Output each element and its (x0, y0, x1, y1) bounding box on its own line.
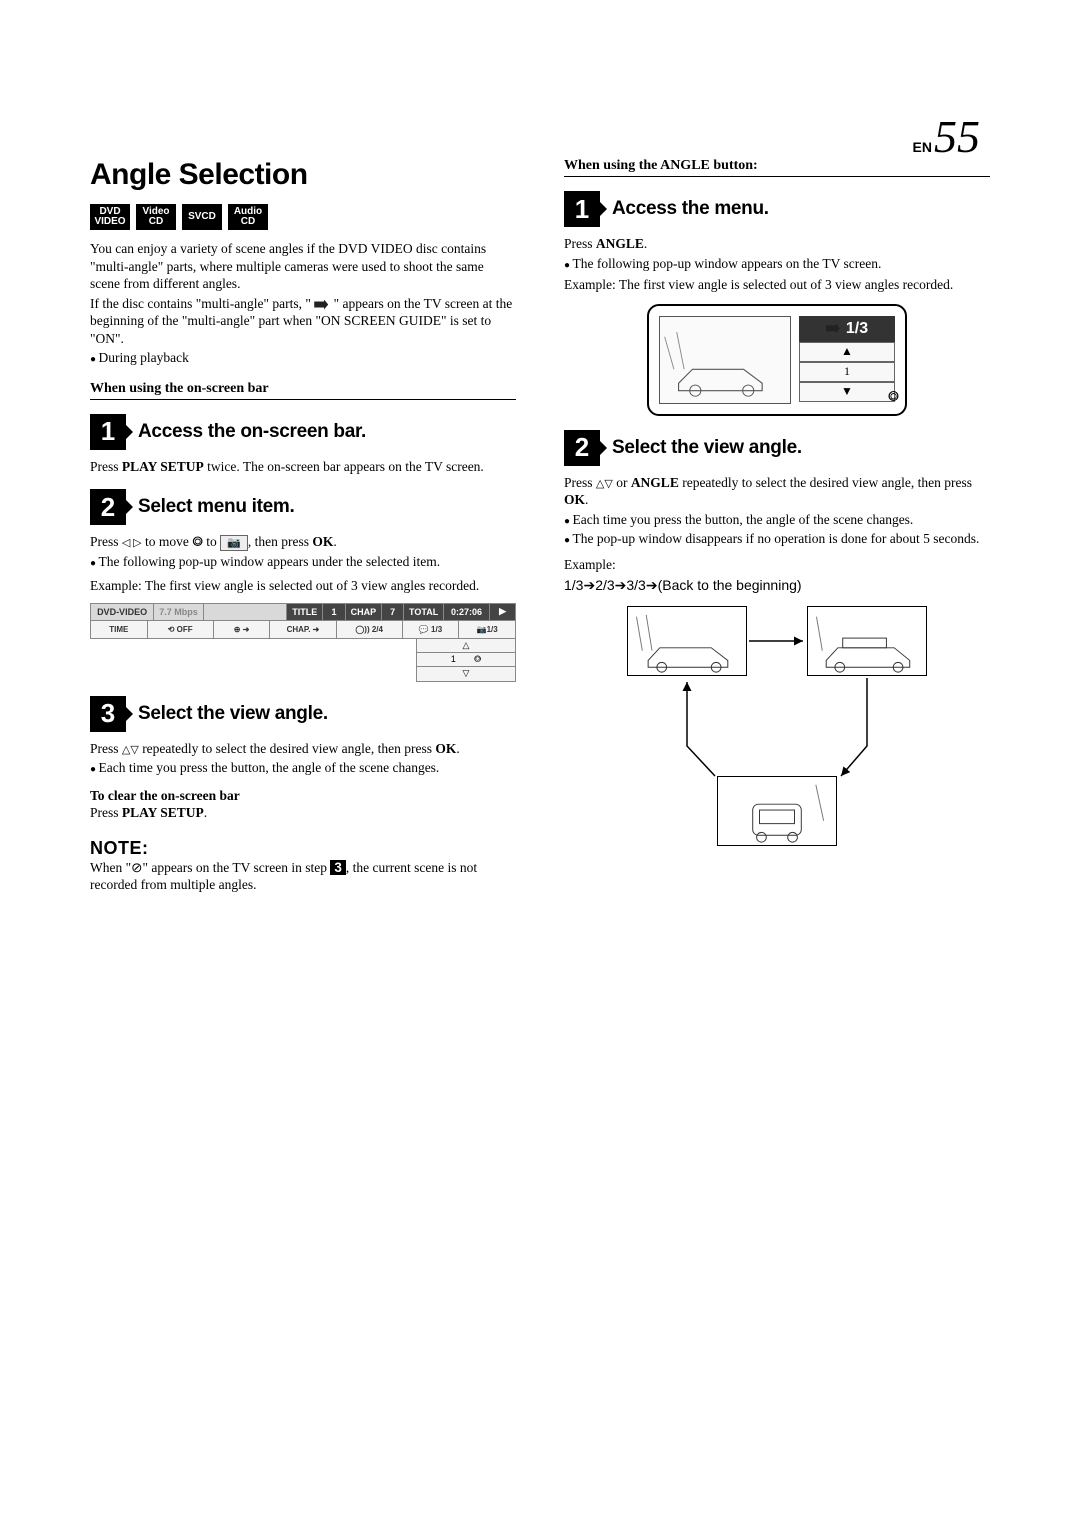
r-step-2-badge: 2 (564, 430, 600, 466)
camera-icon (314, 296, 330, 311)
example-1: Example: The first view angle is selecte… (90, 577, 516, 595)
step-2-body: Press ◁ ▷ to move ⭗ to 📷, then press OK. (90, 533, 516, 551)
car-side-icon (660, 317, 790, 403)
intro-bullet: During playback (90, 349, 516, 367)
page-number: EN55 (913, 110, 980, 163)
step-3-bullet: Each time you press the button, the angl… (90, 759, 516, 777)
r-step-2-bullet1: Each time you press the button, the angl… (564, 511, 990, 529)
tv-scene (659, 316, 791, 404)
camera-box-icon: 📷 (220, 535, 248, 551)
osd-total-val: 0:27:06 (444, 604, 490, 620)
r-step-1-bullet: The following pop-up window appears on t… (564, 255, 990, 273)
r-step-2-title: Select the view angle. (612, 437, 802, 459)
osd-repeat: ⟲ OFF (148, 621, 214, 638)
left-right-triangle-icon: ◁ ▷ (122, 537, 142, 549)
step-3-title: Select the view angle. (138, 703, 328, 725)
osd-popup: △ 1⭗ ▽ (416, 639, 516, 682)
osd-title-val: 1 (323, 604, 346, 620)
cursor-icon: ⭗ (888, 390, 899, 406)
r-step-2-body: Press △▽ or ANGLE repeatedly to select t… (564, 474, 990, 509)
step-1-title: Access the on-screen bar. (138, 421, 366, 443)
angle-down: ▼ (799, 382, 895, 402)
osd-angle: 📷1/3 (459, 621, 515, 638)
angle-stack: 1/3 ▲ 1 ▼ (799, 316, 895, 404)
osd-chap-search: CHAP. ➜ (270, 621, 336, 638)
osd-play-icon: ▶ (490, 604, 515, 620)
right-column: When using the ANGLE button: 1 Access th… (564, 158, 990, 896)
r-example-1: Example: The first view angle is selecte… (564, 276, 990, 294)
r-example-2-label: Example: (564, 556, 990, 574)
step-1-row: 1 Access the on-screen bar. (90, 414, 516, 450)
subhead-onscreen: When using the on-screen bar (90, 381, 516, 400)
osd-popup-sel: 1⭗ (417, 653, 515, 667)
cursor-icon: ⭗ (474, 654, 481, 665)
page-num: 55 (934, 111, 980, 162)
osd-audio: ◯)) 2/4 (337, 621, 403, 638)
step-2-bullet: The following pop-up window appears unde… (90, 553, 516, 571)
badge-audio-cd: Audio CD (228, 204, 268, 230)
r-step-2-bullet2: The pop-up window disappears if no opera… (564, 530, 990, 548)
content-columns: Angle Selection DVD VIDEO Video CD SVCD … (90, 158, 990, 896)
up-down-triangle-icon: △▽ (596, 478, 613, 490)
osd-chap-val: 7 (382, 604, 405, 620)
prohibit-icon: ⊘ (131, 860, 142, 875)
step-2-badge: 2 (90, 489, 126, 525)
badge-svcd: SVCD (182, 204, 222, 230)
osd-popup-up: △ (417, 639, 515, 653)
cursor-icon: ⭗ (192, 534, 203, 549)
camera-icon (826, 320, 842, 338)
angle-indicator: 1/3 (799, 316, 895, 342)
intro-p2: If the disc contains "multi-angle" parts… (90, 295, 516, 348)
step-3-row: 3 Select the view angle. (90, 696, 516, 732)
badge-dvd-video: DVD VIDEO (90, 204, 130, 230)
osd-chap-lbl: CHAP (346, 604, 382, 620)
page-title: Angle Selection (90, 158, 516, 192)
diagram-arrows (627, 606, 927, 866)
step-3-badge: 3 (90, 696, 126, 732)
page-lang: EN (913, 139, 932, 155)
intro-p1: You can enjoy a variety of scene angles … (90, 240, 516, 293)
disc-badges: DVD VIDEO Video CD SVCD Audio CD (90, 204, 516, 230)
step-1-body: Press PLAY SETUP twice. The on-screen ba… (90, 458, 516, 476)
osd-row1: DVD-VIDEO 7.7 Mbps TITLE 1 CHAP 7 TOTAL … (90, 603, 516, 621)
angle-sequence: 1/3➔2/3➔3/3➔(Back to the beginning) (564, 577, 990, 594)
clear-osd: To clear the on-screen bar Press PLAY SE… (90, 787, 516, 822)
osd-subtitle: 💬 1/3 (403, 621, 460, 638)
r-step-1-body: Press ANGLE. (564, 235, 990, 253)
step-1-badge: 1 (90, 414, 126, 450)
note-body: When "⊘" appears on the TV screen in ste… (90, 859, 516, 894)
left-column: Angle Selection DVD VIDEO Video CD SVCD … (90, 158, 516, 896)
osd-row2: TIME ⟲ OFF ⊕ ➜ CHAP. ➜ ◯)) 2/4 💬 1/3 📷1/… (90, 621, 516, 639)
angle-selected: 1 (799, 362, 895, 382)
r-step-1-row: 1 Access the menu. (564, 191, 990, 227)
badge-video-cd: Video CD (136, 204, 176, 230)
angle-up: ▲ (799, 342, 895, 362)
up-down-triangle-icon: △▽ (122, 744, 139, 756)
r-step-1-badge: 1 (564, 191, 600, 227)
osd-time: TIME (91, 621, 148, 638)
osd-media: DVD-VIDEO (91, 604, 154, 620)
note-heading: NOTE: (90, 838, 516, 859)
osd-bar: DVD-VIDEO 7.7 Mbps TITLE 1 CHAP 7 TOTAL … (90, 603, 516, 682)
osd-total-lbl: TOTAL (404, 604, 443, 620)
step-3-body: Press △▽ repeatedly to select the desire… (90, 740, 516, 758)
car-diagram (627, 606, 927, 866)
osd-title-lbl: TITLE (287, 604, 323, 620)
step-ref-3: 3 (330, 860, 346, 875)
step-2-row: 2 Select menu item. (90, 489, 516, 525)
r-step-2-row: 2 Select the view angle. (564, 430, 990, 466)
step-2-title: Select menu item. (138, 496, 294, 518)
tv-frame: 1/3 ▲ 1 ▼ ⭗ (647, 304, 907, 416)
osd-rate: 7.7 Mbps (154, 604, 204, 620)
osd-popup-down: ▽ (417, 667, 515, 681)
osd-time-search: ⊕ ➜ (214, 621, 271, 638)
r-step-1-title: Access the menu. (612, 198, 769, 220)
